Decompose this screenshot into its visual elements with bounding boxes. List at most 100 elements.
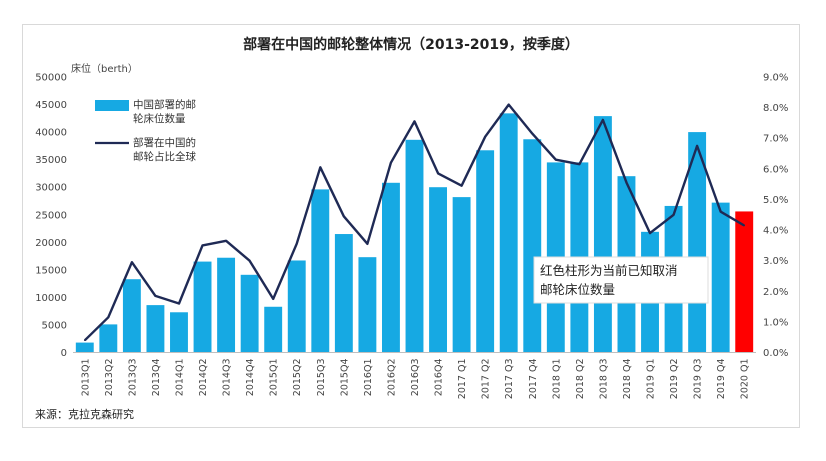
legend: 中国部署的邮 轮床位数量 部署在中国的 邮轮占比全球 [95,98,196,163]
x-tick-label: 2019 Q4 [716,359,727,400]
x-tick-label: 2016Q4 [434,359,445,397]
bar-2014Q2 [193,261,212,353]
line-point-2018Q2 [578,163,581,166]
annotation-background [533,256,709,304]
x-tick-label: 2018 Q3 [598,359,609,400]
x-tick-label: 2016Q3 [410,359,421,397]
bar-2016Q3 [405,139,424,353]
bar-2015Q1 [264,306,283,353]
line-point-2017Q4 [531,132,534,135]
legend-label-bars-2: 轮床位数量 [133,112,186,125]
y-tick-label: 20000 [35,238,67,249]
line-point-2019Q4 [719,210,722,213]
y2-tick-label: 7.0% [763,134,788,145]
bar-2017Q2 [476,150,495,353]
x-tick-label: 2013Q1 [80,359,91,397]
y2-axis-ticks: 0.0% 1.0% 2.0% 3.0% 4.0% 5.0% 6.0% 7.0% 8.0% 9.0% [763,73,788,360]
line-point-2013Q4 [154,295,157,297]
x-tick-label: 2018 Q4 [622,359,633,400]
bar-2019Q4 [711,202,730,353]
x-tick-label: 2019 Q3 [693,359,704,400]
line-point-2019Q1 [649,232,651,234]
x-tick-label: 2013Q2 [104,359,115,397]
line-point-2015Q3 [319,166,322,169]
bar-2016Q1 [358,257,377,353]
x-tick-label: 2014Q2 [198,359,209,397]
line-point-2017Q3 [507,103,510,106]
annotation-line-1: 红色柱形为当前已知取消 [540,263,678,278]
line-point-2018Q3 [602,119,604,121]
y-tick-label: 10000 [35,293,67,304]
line-point-2016Q4 [437,172,439,175]
line-point-2015Q2 [295,243,298,245]
legend-label-line-1: 部署在中国的 [133,136,196,149]
chart-frame: 部署在中国的邮轮整体情况（2013-2019，按季度） 床位（berth） 0 5… [22,24,800,428]
bar-2016Q2 [381,182,400,353]
x-tick-label: 2013Q4 [151,359,162,397]
y-tick-label: 40000 [35,128,67,139]
y2-tick-label: 0.0% [763,348,788,359]
source-note: 来源：克拉克森研究 [35,407,134,421]
line-point-2019Q3 [696,145,698,147]
line-point-2014Q3 [225,239,227,242]
y2-tick-label: 5.0% [763,195,788,206]
bar-2014Q3 [217,257,236,353]
x-tick-label: 2016Q2 [386,359,397,397]
y-tick-label: 25000 [35,210,67,221]
bar-2020Q1 [735,211,754,353]
y2-tick-label: 2.0% [763,287,788,298]
line-point-2014Q2 [201,244,204,247]
chart-title: 部署在中国的邮轮整体情况（2013-2019，按季度） [243,36,579,53]
line-point-2014Q1 [178,302,180,305]
x-tick-label: 2018 Q1 [551,359,562,400]
chart-svg: 部署在中国的邮轮整体情况（2013-2019，按季度） 床位（berth） 0 5… [35,36,788,421]
y-axis-label: 床位（berth） [71,62,138,75]
annotation-box: 红色柱形为当前已知取消 邮轮床位数量 [533,256,709,304]
x-tick-label: 2014Q4 [245,359,256,397]
bar-2013Q3 [122,279,141,353]
y-tick-label: 15000 [35,265,67,276]
y-tick-label: 35000 [35,155,67,166]
y2-tick-label: 6.0% [763,164,788,175]
x-tick-label: 2017 Q1 [457,359,468,400]
y2-tick-label: 3.0% [763,256,788,267]
x-tick-label: 2020 Q1 [740,359,751,400]
line-point-2016Q3 [413,120,416,123]
x-axis-ticks: 2013Q1 2013Q2 2013Q3 2013Q4 2014Q1 2014Q2 2014… [80,359,750,400]
x-tick-label: 2014Q3 [222,359,233,397]
y2-tick-label: 1.0% [763,317,788,328]
line-point-2013Q1 [83,339,86,342]
bar-2013Q4 [146,305,165,353]
bar-2013Q2 [99,324,118,353]
line-point-2013Q2 [107,316,110,319]
bar-2014Q4 [240,274,259,353]
line-point-2019Q2 [672,213,675,216]
bar-2015Q4 [334,234,353,353]
x-tick-label: 2015Q2 [292,359,303,397]
x-tick-label: 2017 Q2 [481,359,492,400]
y-axis-ticks: 0 5000 10000 15000 20000 25000 30000 35000 40000… [35,73,67,360]
line-point-2018Q4 [625,181,628,184]
line-point-2014Q4 [248,259,251,262]
x-tick-label: 2016Q1 [363,359,374,397]
y-tick-label: 0 [61,348,67,359]
x-tick-label: 2019 Q1 [646,359,657,400]
line-series [83,103,746,342]
x-tick-label: 2017 Q3 [504,359,515,400]
x-tick-label: 2014Q1 [174,359,185,397]
annotation-line-2: 邮轮床位数量 [540,282,615,297]
line-point-2017Q2 [484,135,486,138]
legend-label-line-2: 邮轮占比全球 [133,150,196,163]
bar-2013Q1 [75,342,94,353]
legend-swatch-bars [95,100,129,111]
x-tick-label: 2015Q4 [339,359,350,397]
y2-tick-label: 8.0% [763,103,788,114]
y2-tick-label: 9.0% [763,73,788,84]
line-point-2020Q1 [743,224,746,227]
bar-2017Q4 [523,139,542,353]
x-tick-label: 2013Q3 [127,359,138,397]
x-tick-label: 2018 Q2 [575,359,586,400]
x-tick-label: 2015Q1 [269,359,280,397]
line-point-2015Q4 [343,215,345,218]
bar-2014Q1 [170,312,188,353]
